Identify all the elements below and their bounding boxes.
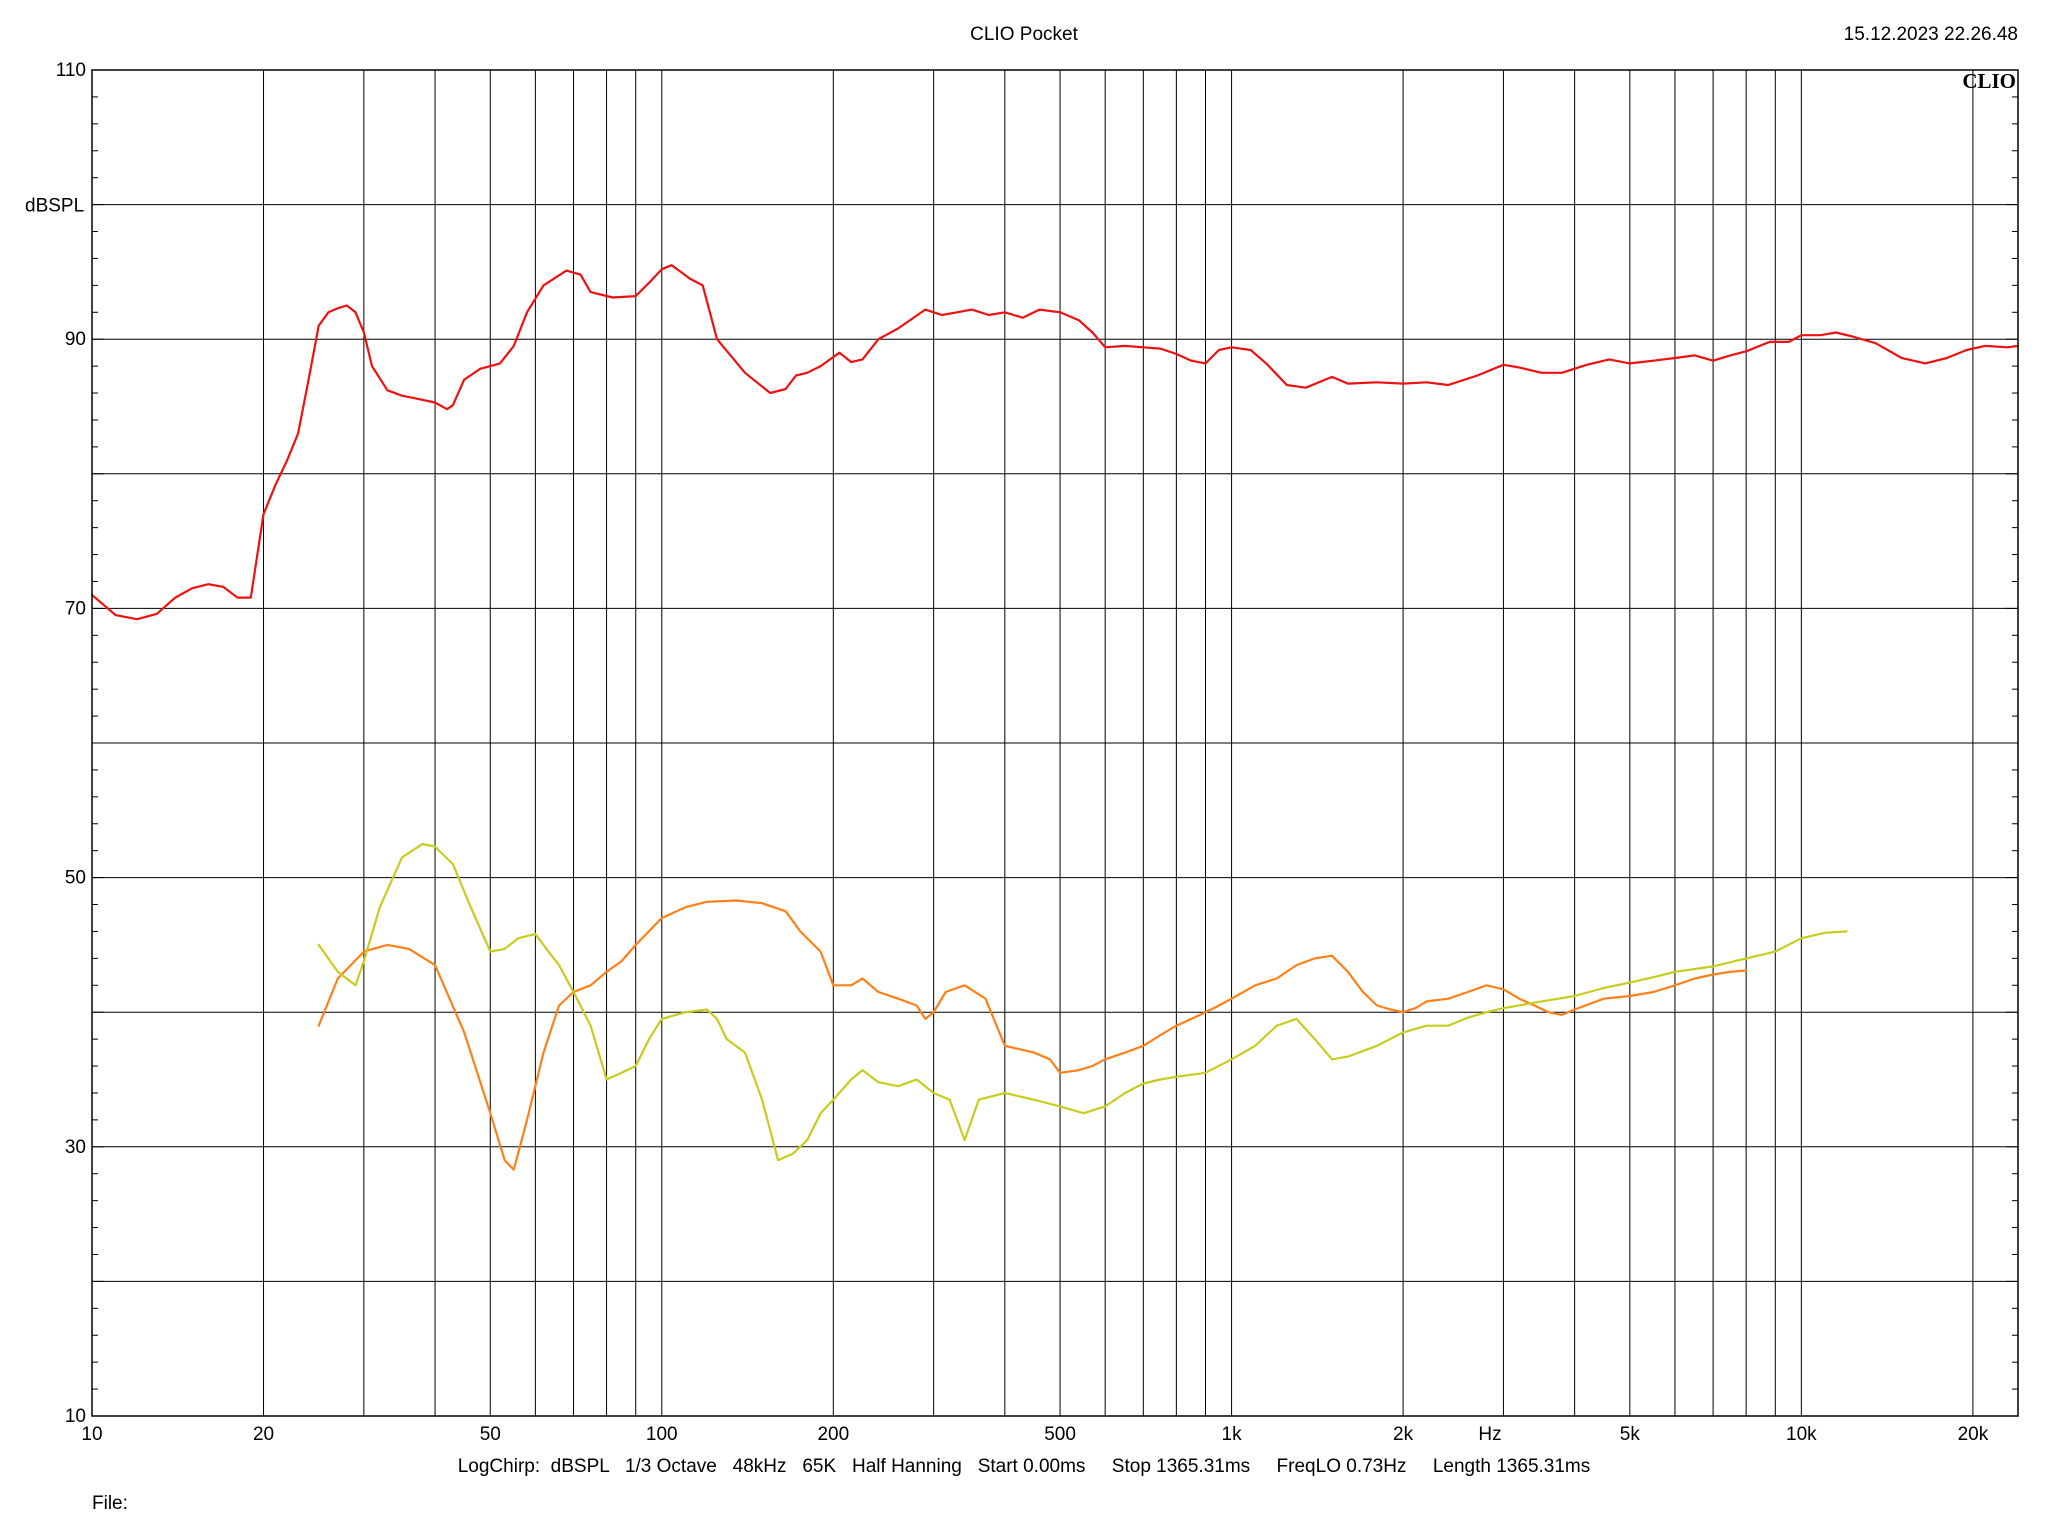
- y-tick-label: 10: [65, 1406, 86, 1427]
- x-tick-label: 50: [480, 1424, 501, 1445]
- timestamp: 15.12.2023 22.26.48: [1843, 24, 2018, 45]
- y-tick-label: 90: [65, 329, 86, 350]
- app-title: CLIO Pocket: [970, 24, 1078, 45]
- measurement-settings: LogChirp: dBSPL 1/3 Octave 48kHz 65K Hal…: [457, 1456, 1591, 1477]
- x-tick-label: 20k: [1958, 1424, 1989, 1445]
- y-tick-label: 110: [56, 60, 86, 81]
- x-tick-label: 500: [1044, 1424, 1076, 1445]
- x-tick-label: 20: [253, 1424, 274, 1445]
- y-tick-label: 70: [65, 598, 86, 619]
- x-tick-label: 2k: [1393, 1424, 1414, 1445]
- x-tick-label: 200: [817, 1424, 849, 1445]
- series-line-1: [90, 264, 2020, 621]
- x-tick-label: 100: [646, 1424, 678, 1445]
- clio-logo: CLIO: [1962, 69, 2016, 93]
- x-axis-label: Hz: [1478, 1424, 1501, 1445]
- file-label: File:: [92, 1493, 128, 1514]
- x-tick-label: 10k: [1786, 1424, 1817, 1445]
- series-line-3: [317, 842, 1848, 1162]
- series-line-2: [317, 899, 1748, 1171]
- y-tick-label: 30: [65, 1137, 86, 1158]
- y-tick-label: 50: [65, 868, 86, 889]
- y-axis-label: dBSPL: [25, 196, 84, 217]
- x-tick-label: 10: [81, 1424, 102, 1445]
- x-tick-label: 1k: [1222, 1424, 1243, 1445]
- x-tick-label: 5k: [1620, 1424, 1641, 1445]
- chart-series: [90, 264, 2020, 1171]
- chart-grid: [92, 70, 2018, 1416]
